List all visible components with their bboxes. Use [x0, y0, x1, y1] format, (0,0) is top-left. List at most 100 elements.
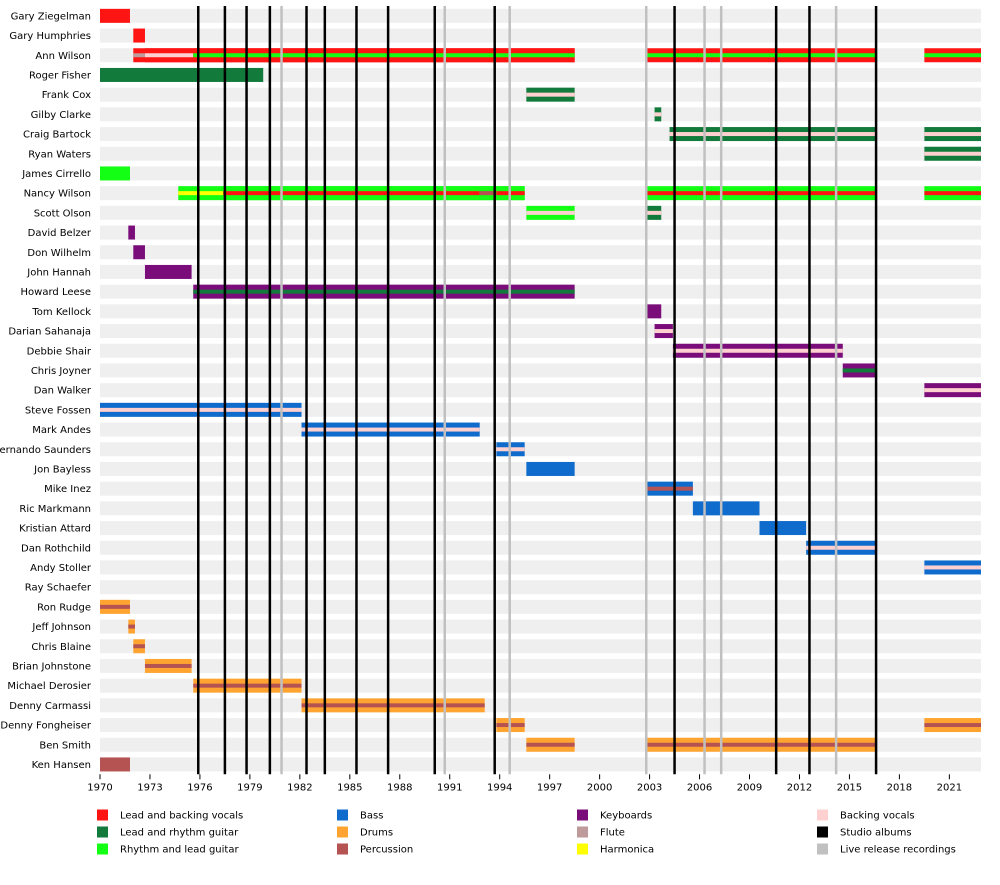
legend-swatch	[97, 843, 108, 855]
row-background	[100, 442, 981, 457]
member-label-john-hannah: John Hannah	[26, 267, 91, 278]
legend-label: Lead and backing vocals	[120, 811, 243, 822]
x-tick-label: 1988	[387, 782, 412, 793]
legend-label: Live release recordings	[840, 845, 956, 856]
x-tick-label: 1991	[437, 782, 462, 793]
secondary-role-stripe	[924, 151, 981, 156]
member-bar-don-wilhelm	[133, 245, 145, 260]
secondary-role-stripe	[924, 723, 981, 728]
member-labels: Gary Ziegelman Gary Humphries Ann Wilson Ro…	[0, 11, 92, 771]
member-label-ray-schaefer: Ray Schaefer	[25, 583, 92, 594]
x-tick-label: 2021	[937, 782, 962, 793]
x-tick-label: 2006	[687, 782, 712, 793]
secondary-role-stripe	[646, 486, 693, 491]
legend-label: Percussion	[360, 845, 413, 856]
secondary-role-stripe	[924, 388, 981, 393]
secondary-role-stripe	[669, 132, 877, 137]
row-background	[100, 757, 981, 772]
legend-item-studio-albums: Studio albums	[817, 826, 912, 839]
member-bar-tom-kellock	[646, 304, 662, 319]
row-background	[100, 8, 981, 23]
legend-label: Bass	[360, 811, 383, 822]
member-label-gilby-clarke: Gilby Clarke	[31, 110, 91, 121]
member-label-james-cirrello: James Cirrello	[21, 169, 91, 180]
secondary-role-stripe	[526, 92, 575, 97]
member-label-don-wilhelm: Don Wilhelm	[27, 248, 91, 259]
row-background	[100, 639, 981, 654]
legend-item-lead-and-backing-vocals: Lead and backing vocals	[97, 809, 243, 822]
member-bar-jon-bayless	[526, 461, 575, 476]
secondary-role-stripe	[133, 644, 145, 649]
member-label-jeff-johnson: Jeff Johnson	[31, 622, 91, 633]
member-label-kristian-attard: Kristian Attard	[19, 524, 91, 535]
legend-swatch	[337, 826, 348, 838]
row-background	[100, 402, 981, 417]
secondary-role-stripe	[646, 53, 877, 58]
secondary-role-stripe	[479, 191, 497, 196]
member-label-fernando-saunders: Fernando Saunders	[0, 445, 91, 456]
legend-label: Lead and rhythm guitar	[120, 828, 239, 839]
row-background	[100, 540, 981, 555]
member-label-steve-fossen: Steve Fossen	[25, 405, 91, 416]
legend-swatch	[337, 809, 348, 821]
secondary-role-stripe	[646, 210, 662, 215]
legend-swatch	[817, 809, 828, 821]
secondary-role-stripe	[924, 53, 981, 58]
secondary-role-stripe	[842, 368, 877, 373]
x-tick-label: 1982	[287, 782, 312, 793]
legend-label: Harmonica	[600, 845, 654, 856]
secondary-role-stripe	[301, 703, 485, 708]
row-background	[100, 225, 981, 240]
row-background	[100, 560, 981, 575]
x-tick-label: 1976	[187, 782, 212, 793]
legend-label: Drums	[360, 828, 393, 839]
secondary-role-stripe	[100, 407, 302, 412]
secondary-role-stripe	[654, 112, 662, 117]
secondary-role-stripe	[806, 545, 877, 550]
secondary-role-stripe	[646, 191, 877, 196]
row-background	[100, 422, 981, 437]
legend-item-percussion: Percussion	[337, 843, 413, 856]
secondary-role-stripe	[301, 427, 480, 432]
legend-label: Backing vocals	[840, 811, 915, 822]
legend-item-bass: Bass	[337, 809, 383, 822]
row-background	[100, 678, 981, 693]
legend-item-lead-and-rhythm-guitar: Lead and rhythm guitar	[97, 826, 239, 839]
row-background	[100, 343, 981, 358]
row-background	[100, 245, 981, 260]
member-bars	[100, 8, 981, 772]
member-label-denny-fongheiser: Denny Fongheiser	[0, 721, 91, 732]
legend-swatch	[577, 809, 588, 821]
legend-label: Flute	[600, 828, 625, 839]
legend-label: Studio albums	[840, 828, 912, 839]
x-tick-label: 1973	[137, 782, 162, 793]
legend: Lead and backing vocals Bass Keyboards Back…	[97, 809, 956, 856]
secondary-role-stripe	[193, 289, 575, 294]
member-label-david-belzer: David Belzer	[28, 228, 92, 239]
secondary-role-stripe	[128, 624, 135, 629]
x-tick-label: 2000	[587, 782, 612, 793]
secondary-role-stripe	[133, 53, 145, 58]
member-label-jon-bayless: Jon Bayless	[33, 464, 91, 475]
member-label-andy-stoller: Andy Stoller	[30, 563, 92, 574]
secondary-role-stripe	[144, 663, 192, 668]
row-background	[100, 481, 981, 496]
row-background	[100, 658, 981, 673]
member-label-scott-olson: Scott Olson	[34, 208, 91, 219]
secondary-role-stripe	[526, 742, 575, 747]
legend-item-backing-vocals: Backing vocals	[817, 809, 915, 822]
member-label-gary-humphries: Gary Humphries	[9, 31, 91, 42]
member-label-gary-ziegelman: Gary Ziegelman	[11, 11, 91, 22]
legend-swatch	[817, 843, 828, 855]
row-background	[100, 521, 981, 536]
member-label-chris-blaine: Chris Blaine	[31, 642, 91, 653]
secondary-role-stripe	[526, 210, 575, 215]
release-lines	[197, 6, 878, 775]
member-label-dan-walker: Dan Walker	[34, 386, 92, 397]
member-label-nancy-wilson: Nancy Wilson	[24, 189, 91, 200]
secondary-role-stripe	[223, 191, 480, 196]
member-bar-john-hannah	[144, 264, 192, 279]
row-background	[100, 67, 981, 82]
legend-label: Rhythm and lead guitar	[120, 845, 239, 856]
